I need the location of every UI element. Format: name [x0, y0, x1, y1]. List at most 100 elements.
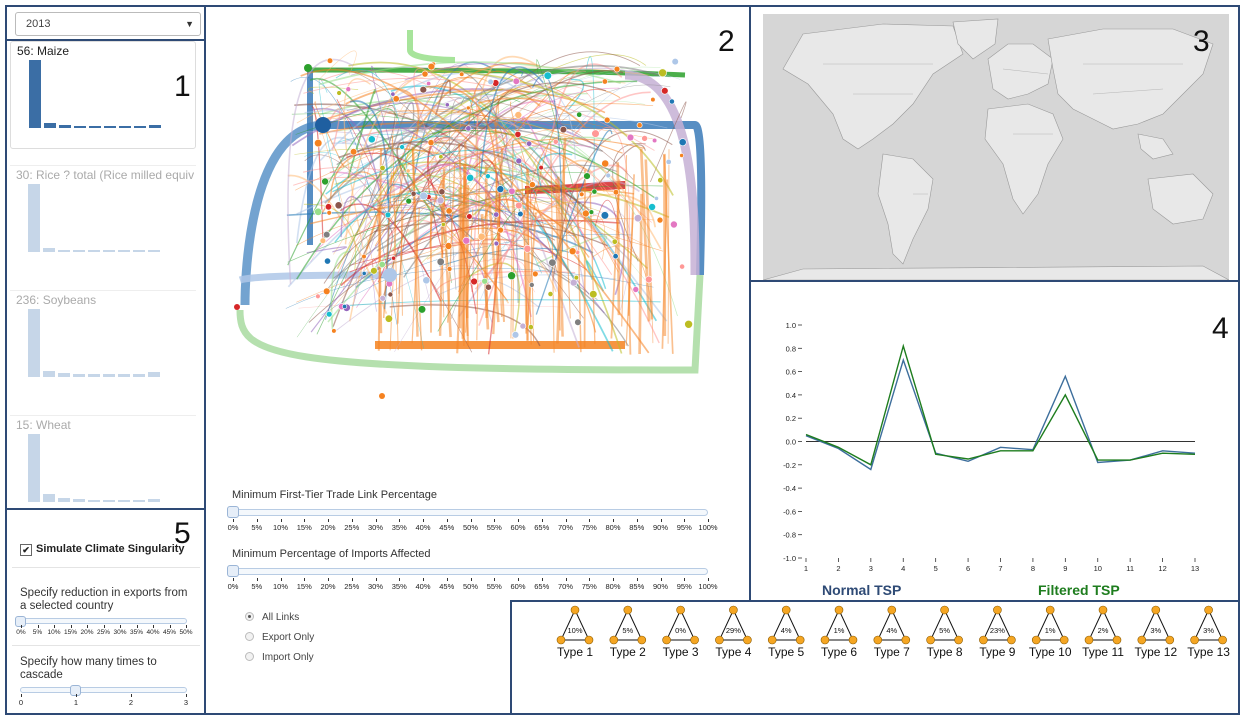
country-node[interactable] [465, 125, 472, 132]
country-node[interactable] [446, 266, 453, 272]
reduction-slider-track[interactable] [17, 618, 187, 624]
country-node[interactable] [661, 87, 669, 95]
country-node[interactable] [605, 172, 611, 179]
country-node[interactable] [547, 291, 554, 297]
simulate-checkbox[interactable]: ✔ Simulate Climate Singularity [20, 543, 185, 556]
reduction-slider-handle[interactable] [15, 616, 26, 627]
country-node[interactable] [493, 211, 500, 218]
country-node[interactable] [321, 177, 329, 186]
country-node[interactable] [326, 57, 334, 64]
country-node[interactable] [538, 165, 544, 171]
country-node[interactable] [350, 148, 358, 156]
country-node[interactable] [569, 278, 578, 287]
radio-option[interactable]: All Links [245, 612, 299, 623]
country-node[interactable] [405, 197, 412, 205]
country-node[interactable] [422, 276, 431, 285]
country-node[interactable] [496, 185, 505, 193]
country-node[interactable] [493, 240, 500, 247]
country-node[interactable] [484, 283, 492, 291]
country-node[interactable] [519, 322, 527, 330]
country-node[interactable] [589, 290, 598, 299]
country-node[interactable] [314, 139, 323, 148]
country-node[interactable] [436, 196, 445, 205]
country-node[interactable] [445, 207, 453, 215]
country-node[interactable] [657, 177, 664, 184]
country-node[interactable] [601, 159, 610, 168]
country-node[interactable] [527, 324, 534, 330]
country-node[interactable] [383, 268, 397, 282]
cascade-slider-handle[interactable] [70, 685, 81, 696]
country-node[interactable] [604, 116, 611, 124]
country-node[interactable] [656, 216, 664, 224]
country-node[interactable] [462, 236, 471, 245]
country-node[interactable] [379, 295, 386, 302]
country-node[interactable] [636, 122, 643, 129]
country-node[interactable] [632, 286, 640, 293]
country-node[interactable] [392, 95, 400, 103]
country-node[interactable] [588, 209, 595, 215]
country-node[interactable] [390, 91, 396, 97]
country-node[interactable] [515, 157, 523, 165]
country-node[interactable] [391, 255, 396, 261]
country-node[interactable] [514, 131, 522, 138]
country-node[interactable] [427, 139, 435, 146]
country-node[interactable] [532, 270, 539, 278]
country-node[interactable] [611, 238, 618, 245]
country-node[interactable] [378, 261, 386, 269]
country-node[interactable] [487, 78, 494, 85]
country-node[interactable] [444, 242, 453, 250]
country-node[interactable] [654, 195, 659, 201]
country-node[interactable] [512, 77, 520, 85]
country-node[interactable] [679, 153, 684, 158]
country-node[interactable] [678, 138, 687, 147]
radio-option[interactable]: Import Only [245, 652, 314, 663]
country-node[interactable] [427, 62, 436, 71]
country-node[interactable] [523, 244, 532, 253]
year-select[interactable]: 2013 ▼ [15, 12, 201, 36]
country-node[interactable] [528, 282, 535, 288]
country-node[interactable] [670, 220, 678, 229]
country-node[interactable] [568, 247, 577, 255]
country-node[interactable] [576, 111, 583, 118]
country-node[interactable] [304, 64, 312, 72]
country-node[interactable] [440, 221, 446, 227]
country-node[interactable] [470, 277, 478, 286]
country-node[interactable] [342, 303, 348, 309]
country-node[interactable] [370, 267, 378, 275]
radio-option[interactable]: Export Only [245, 632, 314, 643]
country-node[interactable] [581, 209, 590, 218]
country-node[interactable] [326, 210, 332, 216]
country-node[interactable] [684, 319, 693, 329]
country-node[interactable] [331, 328, 337, 334]
country-node[interactable] [234, 304, 240, 310]
trade-network-graph[interactable] [225, 15, 715, 405]
crop-card[interactable]: 236: Soybeans [10, 290, 196, 382]
country-node[interactable] [315, 293, 321, 299]
country-node[interactable] [345, 86, 352, 92]
country-node[interactable] [405, 168, 411, 174]
link-slider-handle[interactable] [227, 506, 239, 518]
country-node[interactable] [367, 135, 376, 144]
country-node[interactable] [336, 90, 342, 96]
country-node[interactable] [548, 258, 557, 267]
country-node[interactable] [438, 188, 446, 196]
country-node[interactable] [591, 129, 600, 138]
country-node[interactable] [645, 275, 653, 284]
country-node[interactable] [399, 144, 405, 150]
country-node[interactable] [600, 211, 610, 220]
country-node[interactable] [426, 81, 432, 87]
country-node[interactable] [612, 189, 620, 196]
country-node[interactable] [361, 253, 367, 260]
country-node[interactable] [648, 203, 656, 211]
country-node[interactable] [481, 277, 489, 285]
country-node[interactable] [573, 275, 580, 281]
country-node[interactable] [319, 237, 327, 244]
country-node[interactable] [417, 305, 427, 314]
country-node[interactable] [658, 68, 667, 78]
country-node[interactable] [477, 232, 486, 241]
country-node[interactable] [444, 102, 450, 108]
country-node[interactable] [323, 231, 331, 239]
crop-card[interactable]: 56: Maize [10, 41, 196, 149]
country-node[interactable] [466, 173, 475, 182]
country-node[interactable] [508, 187, 516, 195]
